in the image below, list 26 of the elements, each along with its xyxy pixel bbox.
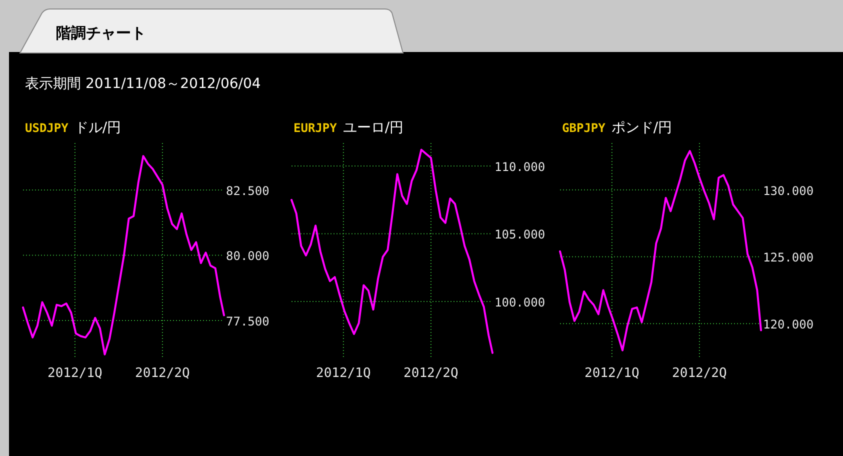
y-tick-label: 105.000 bbox=[494, 228, 546, 242]
x-tick-label: 2012/1Q bbox=[584, 366, 640, 381]
x-tick-label: 2012/2Q bbox=[404, 366, 459, 381]
y-tick-label: 130.000 bbox=[763, 184, 814, 198]
x-tick-label: 2012/1Q bbox=[316, 366, 371, 381]
chart-subtitle: ドル/円 bbox=[74, 120, 122, 136]
line-series bbox=[290, 148, 494, 354]
x-tick-label: 2012/2Q bbox=[135, 366, 190, 381]
chart-title: EURJPY bbox=[294, 121, 338, 135]
chart-title: USDJPY bbox=[25, 121, 70, 135]
y-tick-label: 80.000 bbox=[226, 249, 270, 264]
line-series bbox=[559, 150, 762, 352]
chart-subtitle: ポンド/円 bbox=[611, 120, 672, 136]
y-tick-label: 100.000 bbox=[494, 295, 546, 310]
y-tick-label: 110.000 bbox=[494, 160, 546, 174]
chart-title: GBPJPY bbox=[562, 121, 606, 135]
y-tick-label: 125.000 bbox=[763, 250, 814, 265]
y-tick-label: 82.500 bbox=[226, 184, 270, 198]
x-tick-label: 2012/2Q bbox=[672, 366, 728, 381]
x-tick-label: 2012/1Q bbox=[48, 366, 102, 381]
line-series bbox=[22, 155, 225, 356]
chart-subtitle: ユーロ/円 bbox=[342, 120, 404, 136]
text: 表示期間 2011/11/08～2012/06/04 bbox=[25, 76, 261, 92]
text: 階調チャート bbox=[56, 24, 146, 42]
y-tick-label: 120.000 bbox=[763, 318, 814, 332]
y-tick-label: 77.500 bbox=[226, 314, 270, 328]
